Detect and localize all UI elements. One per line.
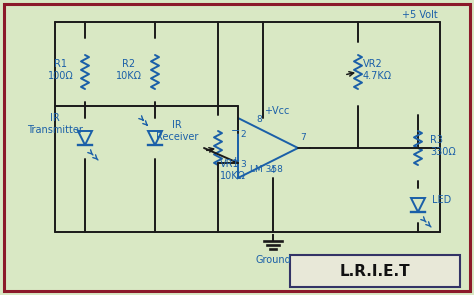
Text: Ground: Ground	[255, 255, 291, 265]
Text: −: −	[231, 126, 240, 136]
Text: 8: 8	[256, 115, 262, 124]
Text: R2
10KΩ: R2 10KΩ	[116, 59, 142, 81]
Text: 2: 2	[240, 130, 246, 139]
Text: R1
100Ω: R1 100Ω	[48, 59, 74, 81]
Text: +: +	[231, 156, 240, 166]
Text: +Vcc: +Vcc	[264, 106, 289, 116]
Text: VR1
10KΩ: VR1 10KΩ	[220, 159, 246, 181]
Text: IR
Receiver: IR Receiver	[156, 120, 198, 142]
Text: IR
Transmitter: IR Transmitter	[27, 113, 83, 135]
Bar	[290, 255, 460, 287]
Text: 4: 4	[270, 166, 275, 175]
Text: 3: 3	[240, 160, 246, 169]
Text: L.R.I.E.T: L.R.I.E.T	[340, 263, 410, 278]
Text: +5 Volt: +5 Volt	[402, 10, 438, 20]
Text: 7: 7	[300, 133, 306, 142]
Text: R3
330Ω: R3 330Ω	[430, 135, 456, 157]
Text: LED: LED	[432, 195, 451, 205]
Text: LM 358: LM 358	[250, 165, 283, 175]
Text: VR2
4.7KΩ: VR2 4.7KΩ	[363, 59, 392, 81]
